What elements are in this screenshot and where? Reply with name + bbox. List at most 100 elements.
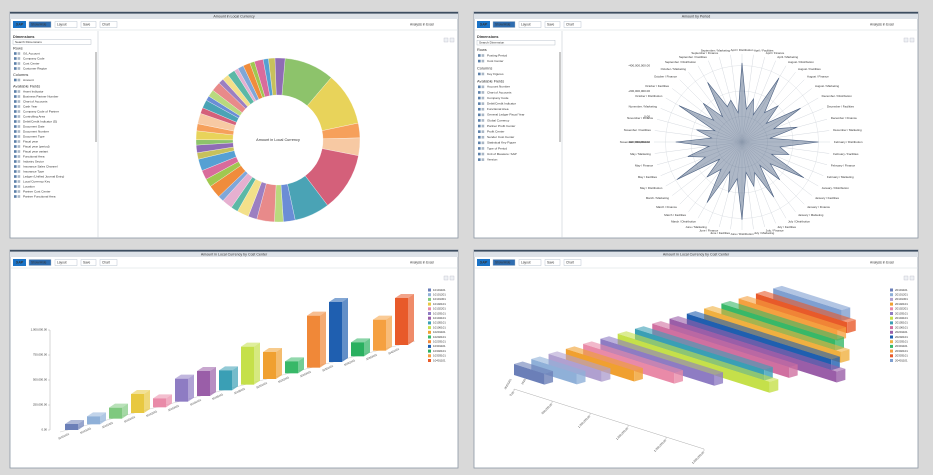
excel-button: Analysis in Excel — [870, 22, 894, 26]
bar-top — [531, 356, 586, 374]
toolbar-button-label: Save — [547, 22, 554, 26]
toolbar-button[interactable] — [492, 259, 516, 266]
toolbar-button[interactable] — [544, 21, 561, 28]
toolbar-button[interactable] — [492, 21, 516, 28]
field-item: Cost Center — [487, 59, 504, 63]
bar-3d — [131, 390, 150, 413]
field-item: Functional Area — [23, 154, 45, 158]
x-tick-label: 10101101 — [57, 432, 70, 441]
legend-swatch — [428, 354, 431, 358]
spoke — [719, 141, 743, 228]
toolbar-button[interactable] — [563, 21, 582, 28]
toolbar-button[interactable] — [563, 259, 582, 266]
field-icon — [478, 85, 481, 89]
field-item: Cash Year — [23, 104, 37, 108]
field-icon — [481, 158, 485, 161]
legend-swatch — [428, 312, 431, 315]
search-box[interactable] — [476, 40, 556, 46]
bar-3d — [514, 361, 554, 385]
excel-button: Analysis in Excel — [870, 260, 894, 264]
toolbar-button[interactable] — [54, 21, 78, 28]
bar-front — [329, 302, 342, 362]
field-icon — [481, 147, 485, 150]
icon-button[interactable] — [443, 37, 449, 43]
toolbar-button[interactable] — [518, 259, 542, 266]
field-item: Ledger (Unified Journal Entry) — [23, 174, 64, 178]
bar-3d — [153, 394, 172, 408]
field-item: Debit/Credit Indicator — [487, 101, 516, 105]
field-item: Partner Functional Area — [23, 194, 56, 198]
bar-top — [65, 420, 84, 424]
toolbar-button[interactable] — [99, 21, 118, 28]
legend-swatch — [890, 326, 893, 330]
spoke — [741, 54, 754, 143]
legend-swatch — [890, 349, 893, 353]
toolbar-button[interactable] — [28, 259, 52, 266]
spoke-label: August / Facilities — [798, 67, 821, 71]
bar-3d — [87, 412, 106, 425]
field-item: Document Type — [23, 134, 45, 138]
field-icon — [17, 175, 21, 178]
toolbar-button[interactable] — [99, 259, 118, 266]
toolbar-button[interactable] — [544, 259, 561, 266]
bar-front — [153, 398, 166, 408]
bar-top — [329, 298, 348, 302]
x-tick-label: 10101201 — [79, 426, 92, 435]
spoke-label: April / Distribution — [731, 48, 754, 52]
spoke — [741, 141, 754, 230]
panel-title: Amount in Local Currency by Cost Center — [201, 252, 268, 256]
field-icon — [14, 125, 17, 128]
title-strip — [474, 12, 918, 14]
field-icon — [478, 124, 481, 128]
icon-button[interactable] — [449, 275, 455, 281]
toolbar-button[interactable] — [518, 21, 542, 28]
icon-button[interactable] — [909, 275, 915, 281]
bar-3d — [241, 342, 260, 385]
bar-3d — [395, 294, 414, 345]
field-icon — [478, 54, 481, 57]
spoke — [741, 60, 776, 143]
field-icon — [14, 155, 17, 158]
icon-button[interactable] — [903, 37, 909, 43]
field-icon — [14, 160, 17, 163]
icon-button[interactable] — [903, 275, 909, 281]
spoke-label: July / Marketing — [754, 231, 775, 235]
field-icon — [478, 102, 481, 105]
toolbar-button[interactable] — [80, 21, 97, 28]
legend-label: 20106101 — [895, 325, 908, 329]
field-item: Statistical Key Figure — [487, 141, 516, 145]
legend-swatch — [428, 330, 431, 334]
field-item: Partner Profit Center — [487, 124, 515, 128]
legend-swatch — [428, 321, 431, 325]
spoke — [672, 88, 743, 143]
spoke — [741, 88, 812, 143]
legend-swatch — [890, 316, 893, 320]
field-item: Debit/Credit Indicator (D) — [23, 119, 57, 123]
toolbar-button-label: Save — [83, 260, 90, 264]
spoke-label: November / Facilities — [624, 128, 652, 132]
spoke — [654, 141, 743, 154]
field-icon — [17, 78, 21, 82]
toolbar-button[interactable] — [28, 21, 52, 28]
toolbar-button[interactable] — [54, 259, 78, 266]
spoke-label: July / Facilities — [777, 225, 796, 229]
field-icon — [478, 113, 481, 117]
icon-button[interactable] — [443, 275, 449, 281]
search-box[interactable] — [12, 39, 92, 45]
bar-top — [87, 412, 106, 417]
x-tick-label: 10302101 — [343, 358, 356, 367]
icon-button[interactable] — [909, 37, 915, 43]
toolbar-button[interactable] — [80, 259, 97, 266]
y-tick-label: 500,000.00 — [33, 378, 47, 382]
bar-end — [714, 372, 724, 386]
icon-button[interactable] — [449, 37, 455, 43]
legend-label: 20202101 — [895, 335, 908, 339]
spoke-label: December / Facilities — [827, 105, 855, 109]
panel-title: Amount by Period — [682, 14, 711, 18]
field-icon — [14, 52, 17, 55]
bar-front — [395, 298, 408, 345]
bar-top — [307, 311, 326, 316]
field-item: Profit Center — [487, 129, 504, 133]
field-icon — [481, 91, 485, 94]
spoke-label: January / Facilities — [815, 196, 839, 200]
